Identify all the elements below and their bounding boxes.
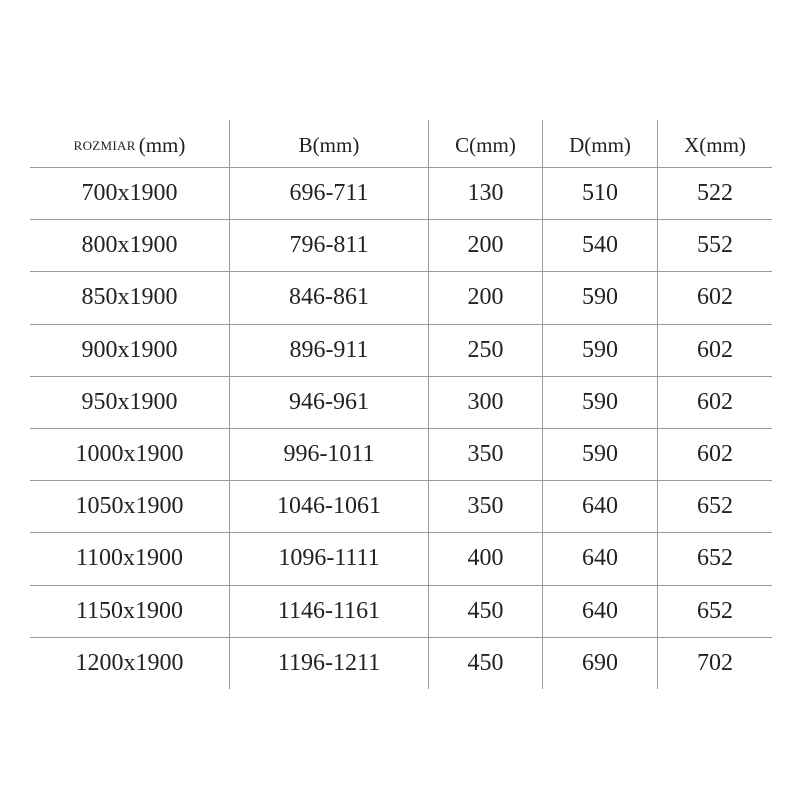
- table-cell: 652: [657, 481, 772, 533]
- header-x: X (mm): [657, 120, 772, 167]
- dimensions-table: ROZMIAR (mm) B (mm) C (mm) D (mm) X (mm) 700x…: [30, 120, 772, 689]
- table-header-row: ROZMIAR (mm) B (mm) C (mm) D (mm) X (mm): [30, 120, 772, 167]
- table-cell: 200: [428, 220, 542, 272]
- table-cell: 640: [542, 585, 657, 637]
- table-cell: 522: [657, 168, 772, 220]
- table-cell: 1100x1900: [75, 545, 184, 572]
- header-unit: (mm): [584, 133, 631, 157]
- table-cell: 450: [428, 637, 542, 689]
- table-cell: 896-911: [229, 324, 428, 376]
- table-cell: 602: [657, 376, 772, 428]
- table-cell: 602: [657, 324, 772, 376]
- table-cell: 350: [428, 428, 542, 481]
- table-cell: 652: [657, 585, 772, 637]
- header-label: X: [684, 133, 700, 157]
- table-cell: 400: [428, 533, 542, 585]
- table-cell: 696-711: [229, 168, 428, 220]
- table-row: 850x1900 846-861 200 590 602: [30, 271, 772, 324]
- table-cell: 1000x1900: [75, 441, 184, 468]
- table-cell: 850x1900: [81, 284, 178, 311]
- table-cell: 350: [428, 481, 542, 533]
- table-cell: 590: [542, 324, 657, 376]
- header-label: B: [298, 133, 313, 157]
- table-cell: 1046-1061: [229, 481, 428, 533]
- table-cell: 250: [428, 324, 542, 376]
- table-row: 900x1900 896-911 250 590 602: [30, 323, 772, 376]
- table-cell: 200: [428, 272, 542, 324]
- table-cell: 300: [428, 376, 542, 428]
- header-unit: (mm): [699, 133, 746, 157]
- table-cell: 690: [542, 637, 657, 689]
- table-cell: 640: [542, 533, 657, 585]
- header-unit: (mm): [312, 133, 360, 157]
- table-cell: 1200x1900: [75, 649, 184, 676]
- table-cell: 590: [542, 272, 657, 324]
- header-unit: (mm): [469, 133, 516, 157]
- header-d: D (mm): [542, 120, 657, 167]
- header-c: C (mm): [428, 120, 542, 167]
- table-cell: 1196-1211: [229, 637, 428, 689]
- table-row: 1100x1900 1096-1111 400 640 652: [30, 532, 772, 585]
- table-body: 700x1900 696-711 130 510 522 800x1900 796-811 2…: [30, 167, 772, 689]
- table-row: 700x1900 696-711 130 510 522: [30, 167, 772, 220]
- table-cell: 950x1900: [81, 388, 178, 415]
- table-cell: 846-861: [229, 272, 428, 324]
- table-cell: 700x1900: [81, 180, 178, 207]
- table-row: 950x1900 946-961 300 590 602: [30, 375, 772, 428]
- table-cell: 590: [542, 376, 657, 428]
- table-cell: 130: [428, 168, 542, 220]
- table-cell: 540: [542, 220, 657, 272]
- table-cell: 602: [657, 428, 772, 481]
- header-label: ROZMIAR: [73, 137, 136, 153]
- table-cell: 1096-1111: [229, 533, 428, 585]
- table-cell: 1050x1900: [75, 493, 184, 520]
- table-cell: 800x1900: [81, 232, 178, 259]
- table-cell: 946-961: [229, 376, 428, 428]
- table-cell: 796-811: [229, 220, 428, 272]
- table-cell: 900x1900: [81, 336, 178, 363]
- header-unit: (mm): [138, 133, 186, 157]
- header-label: D: [569, 133, 585, 157]
- table-row: 1150x1900 1146-1161 450 640 652: [30, 584, 772, 637]
- table-row: 1000x1900 996-1011 350 590 602: [30, 427, 772, 481]
- table-row: 800x1900 796-811 200 540 552: [30, 219, 772, 272]
- header-label: C: [455, 133, 470, 157]
- table-row: 1050x1900 1046-1061 350 640 652: [30, 480, 772, 533]
- table-cell: 702: [657, 637, 772, 689]
- table-cell: 1146-1161: [229, 585, 428, 637]
- table-cell: 1150x1900: [75, 597, 184, 624]
- table-row: 1200x1900 1196-1211 450 690 702: [30, 636, 772, 689]
- header-rozmiar: ROZMIAR (mm): [30, 120, 229, 167]
- table-cell: 602: [657, 272, 772, 324]
- table-cell: 640: [542, 481, 657, 533]
- table-cell: 590: [542, 428, 657, 481]
- table-cell: 652: [657, 533, 772, 585]
- header-b: B (mm): [229, 120, 428, 167]
- table-cell: 552: [657, 220, 772, 272]
- table-cell: 510: [542, 168, 657, 220]
- table-cell: 450: [428, 585, 542, 637]
- table-cell: 996-1011: [229, 428, 428, 481]
